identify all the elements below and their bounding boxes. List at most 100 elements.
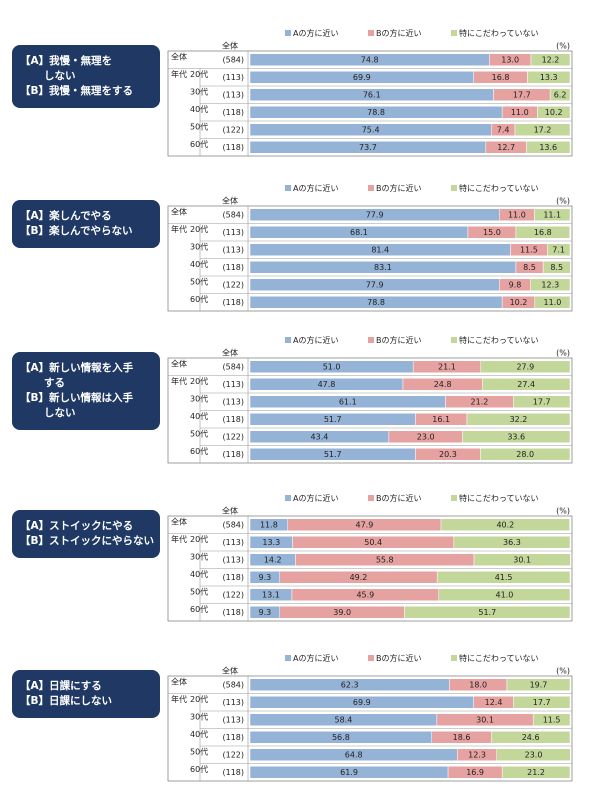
row-label: 20代 xyxy=(190,376,208,386)
value-label: 16.8 xyxy=(492,73,510,82)
unit-label: (%) xyxy=(556,667,570,676)
value-label: 61.1 xyxy=(339,397,357,406)
question-text: 【A】楽しんでやる xyxy=(20,209,112,222)
value-label: 61.9 xyxy=(340,768,358,777)
value-label: 33.6 xyxy=(507,432,525,441)
value-label: 16.1 xyxy=(432,415,450,424)
value-label: 58.4 xyxy=(335,715,353,724)
unit-label: (%) xyxy=(556,42,570,51)
value-label: 19.7 xyxy=(530,680,548,689)
legend-label: 特にこだわっていない xyxy=(459,653,538,663)
value-label: 47.8 xyxy=(318,380,336,389)
row-label: 60代 xyxy=(190,294,208,304)
legend-swatch xyxy=(285,185,291,191)
question-text: 【B】我慢・無理をする xyxy=(20,84,133,97)
value-label: 9.8 xyxy=(509,280,522,289)
n-label: (113) xyxy=(222,73,244,82)
legend-label: Aの方に近い xyxy=(293,183,338,193)
row-label: 全体 xyxy=(171,676,187,686)
value-label: 78.8 xyxy=(367,108,385,117)
value-label: 32.2 xyxy=(510,415,528,424)
n-label: (118) xyxy=(222,768,244,777)
value-label: 20.3 xyxy=(439,450,457,459)
row-label: 60代 xyxy=(190,764,208,774)
value-label: 41.0 xyxy=(495,590,513,599)
bar-segment xyxy=(480,360,571,373)
question-text: 【A】我慢・無理を xyxy=(20,54,112,67)
row-label: 50代 xyxy=(190,121,208,131)
value-label: 50.4 xyxy=(364,538,382,547)
group-label: 年代 xyxy=(171,694,187,704)
n-label: (118) xyxy=(222,608,244,617)
value-label: 81.4 xyxy=(371,245,389,254)
bar-segment xyxy=(537,106,571,119)
value-label: 13.0 xyxy=(501,55,519,64)
bar-segment xyxy=(526,141,571,154)
row-label: 全体 xyxy=(171,516,187,526)
legend-swatch xyxy=(285,337,291,343)
value-label: 23.0 xyxy=(417,432,435,441)
value-label: 10.2 xyxy=(510,298,528,307)
n-label: (584) xyxy=(222,210,244,219)
value-label: 39.0 xyxy=(333,608,351,617)
question-text: 【B】楽しんでやらない xyxy=(20,224,132,237)
n-label: (113) xyxy=(222,397,244,406)
legend-label: Bの方に近い xyxy=(376,653,422,663)
value-label: 24.8 xyxy=(434,380,452,389)
n-label: (113) xyxy=(222,538,244,547)
row-label: 40代 xyxy=(190,259,208,269)
row-label: 50代 xyxy=(190,746,208,756)
n-label: (113) xyxy=(222,698,244,707)
bar-segment xyxy=(482,378,571,391)
row-label: 40代 xyxy=(190,411,208,421)
value-label: 51.7 xyxy=(324,415,342,424)
question-box xyxy=(12,45,160,108)
column-header: 全体 xyxy=(222,41,238,51)
value-label: 11.1 xyxy=(543,210,561,219)
legend-swatch xyxy=(285,655,291,661)
n-label: (122) xyxy=(222,432,244,441)
value-label: 27.9 xyxy=(516,362,534,371)
value-label: 68.1 xyxy=(350,228,368,237)
column-header: 全体 xyxy=(222,348,238,358)
question-box xyxy=(12,200,160,248)
question-text: 【B】新しい情報は入手 xyxy=(20,391,134,404)
n-label: (118) xyxy=(222,298,244,307)
bar-segment xyxy=(440,518,570,531)
value-label: 23.0 xyxy=(525,750,543,759)
bar-segment xyxy=(530,278,571,291)
value-label: 64.8 xyxy=(345,750,363,759)
n-label: (122) xyxy=(222,280,244,289)
n-label: (118) xyxy=(222,450,244,459)
row-label: 30代 xyxy=(190,241,208,251)
bar-segment xyxy=(530,53,571,66)
question-box xyxy=(12,510,160,558)
n-label: (118) xyxy=(222,108,244,117)
question-text: しない xyxy=(44,407,76,419)
bar-segment xyxy=(453,536,571,549)
value-label: 27.4 xyxy=(517,380,535,389)
row-label: 40代 xyxy=(190,104,208,114)
column-header: 全体 xyxy=(222,506,238,516)
row-label: 20代 xyxy=(190,69,208,79)
question-text: 【B】ストイックにやらない xyxy=(20,534,154,547)
legend-label: Bの方に近い xyxy=(376,183,422,193)
n-label: (113) xyxy=(222,228,244,237)
value-label: 18.0 xyxy=(469,680,487,689)
value-label: 62.3 xyxy=(341,680,359,689)
value-label: 7.1 xyxy=(552,245,565,254)
question-text: 【A】新しい情報を入手 xyxy=(20,361,134,374)
question-text: しない xyxy=(44,70,76,82)
question-text: する xyxy=(44,377,65,389)
value-label: 17.7 xyxy=(513,90,531,99)
question-text: 【A】ストイックにやる xyxy=(20,519,133,532)
row-label: 30代 xyxy=(190,551,208,561)
row-label: 全体 xyxy=(171,358,187,368)
n-label: (113) xyxy=(222,245,244,254)
value-label: 21.2 xyxy=(471,397,489,406)
value-label: 11.0 xyxy=(543,298,561,307)
value-label: 77.9 xyxy=(366,280,384,289)
value-label: 11.5 xyxy=(520,245,538,254)
legend-swatch xyxy=(368,495,374,501)
row-label: 全体 xyxy=(171,206,187,216)
